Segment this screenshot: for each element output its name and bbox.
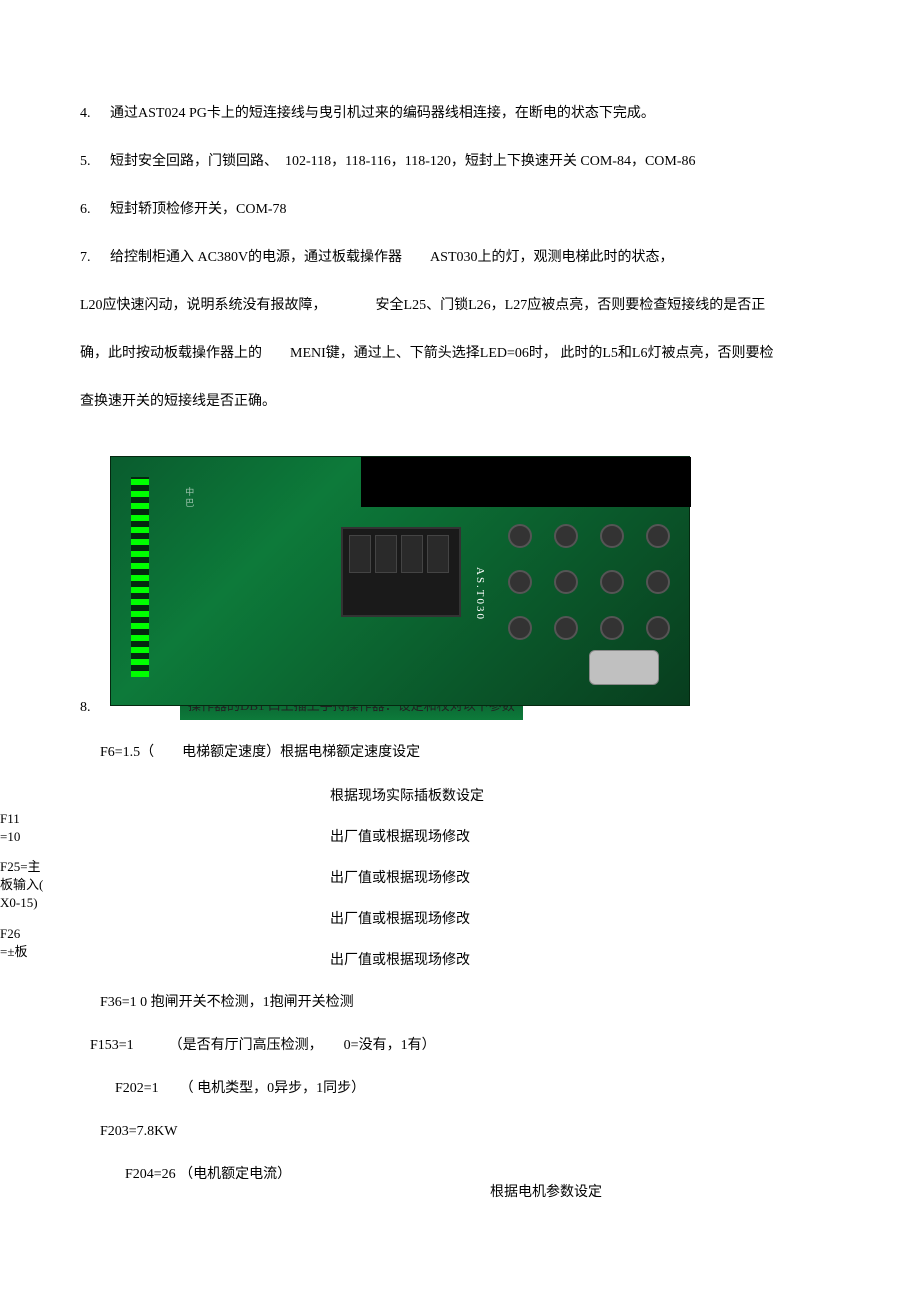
param-r2: 出厂值或根据现场修改 — [80, 825, 860, 850]
param-f6: F6=1.5（ 电梯额定速度）根据电梯额定速度设定 — [80, 740, 860, 765]
pcb-btn — [600, 524, 624, 548]
list-text-7: 给控制柜通入 AC380V的电源，通过板载操作器 AST030上的灯，观测电梯此… — [110, 244, 860, 272]
pcb-btn — [508, 524, 532, 548]
list-num-8: 8. — [80, 695, 110, 720]
digit-4 — [427, 535, 449, 573]
pcb-led-strip — [131, 477, 149, 677]
pcb-btn — [646, 616, 670, 640]
param-f203: F203=7.8KW — [80, 1119, 860, 1144]
list-item-6: 6. 短封轿顶检修开关，COM-78 — [80, 196, 860, 224]
digit-2 — [375, 535, 397, 573]
param-r4: 出厂值或根据现场修改 — [80, 907, 860, 932]
list-num-6: 6. — [80, 196, 110, 224]
side-label-f11: F11 =10 — [0, 810, 20, 846]
param-r1: 根据现场实际插板数设定 — [80, 784, 860, 809]
side-label-f26: F26 =±板 — [0, 925, 27, 961]
digit-3 — [401, 535, 423, 573]
paragraph-3: 查换速开关的短接线是否正确。 — [80, 388, 860, 416]
paragraph-1: L20应快速闪动，说明系统没有报故障， 安全L25、门锁L26，L27应被点亮，… — [80, 292, 860, 320]
list-text-5: 短封安全回路，门锁回路、 102-118，118-116，118-120，短封上… — [110, 148, 860, 176]
pcb-btn — [554, 616, 578, 640]
pcb-chinese-text: 中 巴 — [181, 487, 197, 507]
param-f204: F204=26 （电机额定电流） — [80, 1162, 430, 1187]
param-f36: F36=1 0 抱闸开关不检测，1抱闸开关检测 — [80, 990, 860, 1015]
list-item-4: 4. 通过AST024 PG卡上的短连接线与曳引机过来的编码器线相连接，在断电的… — [80, 100, 860, 128]
main-content: 4. 通过AST024 PG卡上的短连接线与曳引机过来的编码器线相连接，在断电的… — [0, 100, 860, 1205]
pcb-board-image: 中 巴 AS.T030 — [110, 456, 690, 706]
pcb-board-label: AS.T030 — [469, 567, 489, 621]
param-f153: F153=1 （是否有厅门高压检测， 0=没有，1有） — [80, 1033, 860, 1058]
pcb-black-panel — [361, 457, 691, 507]
pcb-button-grid — [501, 517, 677, 647]
pcb-btn — [554, 570, 578, 594]
param-f202: F202=1 （ 电机类型，0异步，1同步） — [80, 1076, 860, 1101]
param-r5: 出厂值或根据现场修改 — [80, 948, 860, 973]
param-r3: 出厂值或根据现场修改 — [80, 866, 860, 891]
list-text-4: 通过AST024 PG卡上的短连接线与曳引机过来的编码器线相连接，在断电的状态下… — [110, 100, 860, 128]
list-num-4: 4. — [80, 100, 110, 128]
pcb-btn — [508, 616, 532, 640]
pcb-btn — [600, 616, 624, 640]
paragraph-2: 确，此时按动板载操作器上的 MENI键，通过上、下箭头选择LED=06时， 此时… — [80, 340, 860, 368]
param-f204-note: 根据电机参数设定 — [430, 1162, 602, 1205]
pcb-btn — [554, 524, 578, 548]
list-num-7: 7. — [80, 244, 110, 272]
pcb-db-connector — [589, 650, 659, 685]
pcb-btn — [600, 570, 624, 594]
pcb-digits — [349, 535, 449, 573]
side-label-f25: F25=主 板输入( X0-15) — [0, 858, 43, 913]
list-text-6: 短封轿顶检修开关，COM-78 — [110, 196, 860, 224]
digit-1 — [349, 535, 371, 573]
pcb-btn — [646, 570, 670, 594]
pcb-btn — [646, 524, 670, 548]
param-f204-row: F204=26 （电机额定电流） 根据电机参数设定 — [80, 1162, 860, 1205]
list-item-5: 5. 短封安全回路，门锁回路、 102-118，118-116，118-120，… — [80, 148, 860, 176]
list-item-7: 7. 给控制柜通入 AC380V的电源，通过板载操作器 AST030上的灯，观测… — [80, 244, 860, 272]
list-num-5: 5. — [80, 148, 110, 176]
pcb-btn — [508, 570, 532, 594]
